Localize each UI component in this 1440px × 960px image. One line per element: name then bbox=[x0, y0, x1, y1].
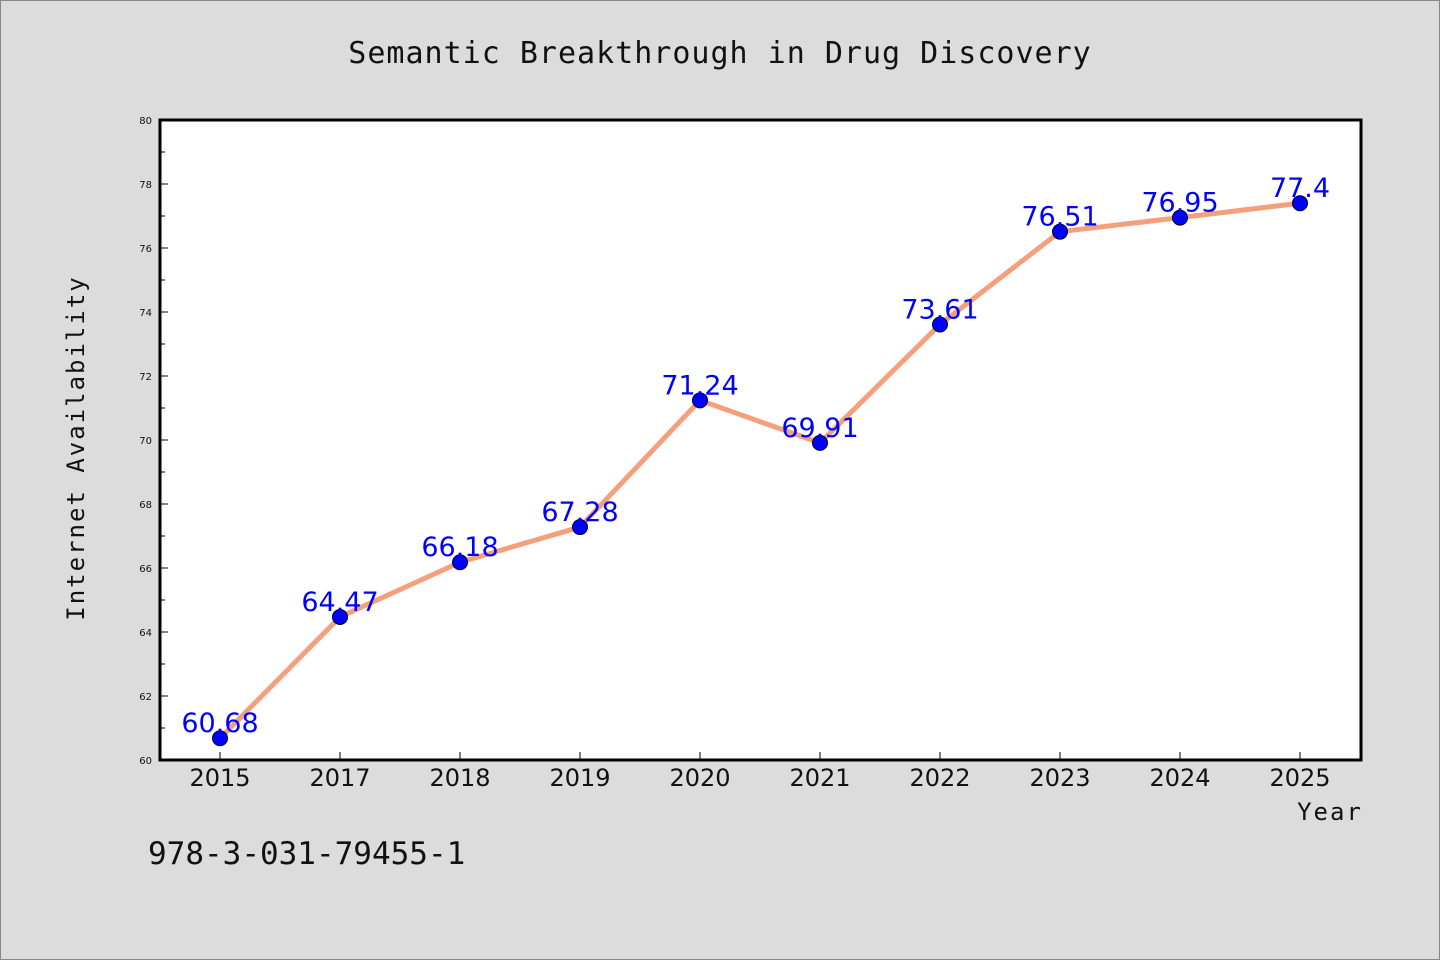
data-point bbox=[572, 519, 588, 536]
x-tick-label: 2020 bbox=[669, 764, 730, 792]
x-axis: 2015 2017 2018 2019 2020 2021 2022 2023 2024 2025 bbox=[189, 752, 1331, 792]
data-point bbox=[1052, 223, 1068, 240]
data-labels: 60.68 64.47 66.18 67.28 71.24 69.91 73.61 76.51… bbox=[181, 173, 1330, 739]
x-tick-label: 2021 bbox=[789, 764, 850, 792]
y-tick-label: 70 bbox=[139, 436, 152, 447]
x-tick-label: 2022 bbox=[909, 764, 970, 792]
y-tick-label: 60 bbox=[139, 756, 152, 767]
chart-title: Semantic Breakthrough in Drug Discovery bbox=[348, 36, 1091, 71]
y-tick-label: 62 bbox=[139, 692, 152, 703]
y-tick-label: 68 bbox=[139, 500, 152, 511]
x-tick-label: 2018 bbox=[429, 764, 490, 792]
data-label: 77.4 bbox=[1270, 173, 1330, 204]
data-label: 73.61 bbox=[901, 294, 978, 325]
data-label: 66.18 bbox=[421, 532, 498, 563]
data-point bbox=[332, 608, 348, 625]
x-tick-label: 2023 bbox=[1029, 764, 1090, 792]
x-tick-label: 2025 bbox=[1269, 764, 1330, 792]
plot-border bbox=[158, 118, 1363, 762]
data-point bbox=[212, 730, 228, 747]
y-tick-label: 64 bbox=[139, 628, 152, 639]
y-tick-label: 78 bbox=[139, 180, 152, 191]
data-point bbox=[932, 316, 948, 333]
data-point bbox=[1292, 195, 1308, 212]
x-axis-title: Year bbox=[1297, 798, 1363, 826]
data-label: 76.95 bbox=[1141, 188, 1218, 219]
x-tick-label: 2024 bbox=[1149, 764, 1210, 792]
data-point bbox=[692, 392, 708, 409]
series-line bbox=[218, 200, 1301, 740]
y-tick-label: 72 bbox=[139, 372, 152, 383]
data-label: 69.91 bbox=[781, 413, 858, 444]
data-label: 64.47 bbox=[301, 587, 378, 618]
plot-area bbox=[160, 120, 1361, 760]
data-point bbox=[1172, 209, 1188, 226]
data-point bbox=[452, 554, 468, 571]
y-axis-title: Internet Availability bbox=[62, 275, 90, 620]
data-label: 76.51 bbox=[1021, 202, 1098, 233]
x-tick-label: 2015 bbox=[189, 764, 250, 792]
x-tick-label: 2019 bbox=[549, 764, 610, 792]
data-label: 71.24 bbox=[661, 370, 738, 401]
data-point bbox=[812, 434, 828, 451]
x-tick-label: 2017 bbox=[309, 764, 370, 792]
y-tick-label: 74 bbox=[139, 308, 152, 319]
series-group bbox=[212, 195, 1308, 747]
data-label: 67.28 bbox=[541, 497, 618, 528]
y-tick-label: 76 bbox=[139, 244, 152, 255]
data-label: 60.68 bbox=[181, 708, 258, 739]
y-tick-label: 66 bbox=[139, 564, 152, 575]
isbn-text: 978-3-031-79455-1 bbox=[148, 836, 465, 872]
y-tick-label: 80 bbox=[139, 116, 152, 127]
